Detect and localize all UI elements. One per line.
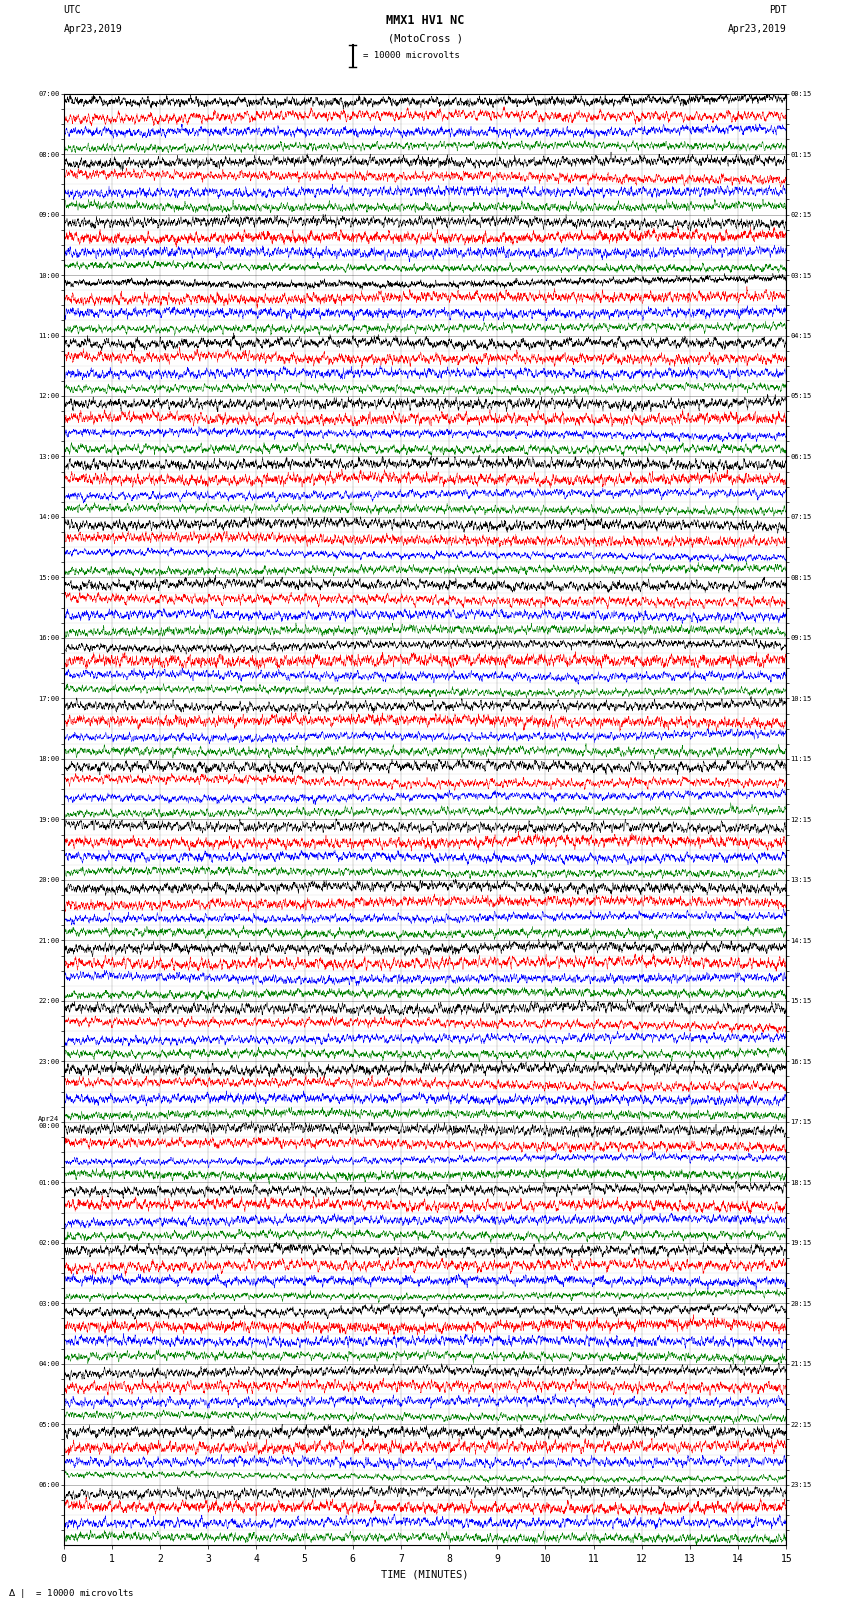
Text: MMX1 HV1 NC: MMX1 HV1 NC: [386, 15, 464, 27]
Text: UTC: UTC: [64, 5, 82, 15]
Text: (MotoCross ): (MotoCross ): [388, 34, 462, 44]
Text: $\Delta$ |  = 10000 microvolts: $\Delta$ | = 10000 microvolts: [8, 1587, 135, 1600]
Text: PDT: PDT: [768, 5, 786, 15]
X-axis label: TIME (MINUTES): TIME (MINUTES): [382, 1569, 468, 1579]
Text: = 10000 microvolts: = 10000 microvolts: [363, 52, 460, 60]
Text: Apr23,2019: Apr23,2019: [728, 24, 786, 34]
Text: Apr23,2019: Apr23,2019: [64, 24, 122, 34]
